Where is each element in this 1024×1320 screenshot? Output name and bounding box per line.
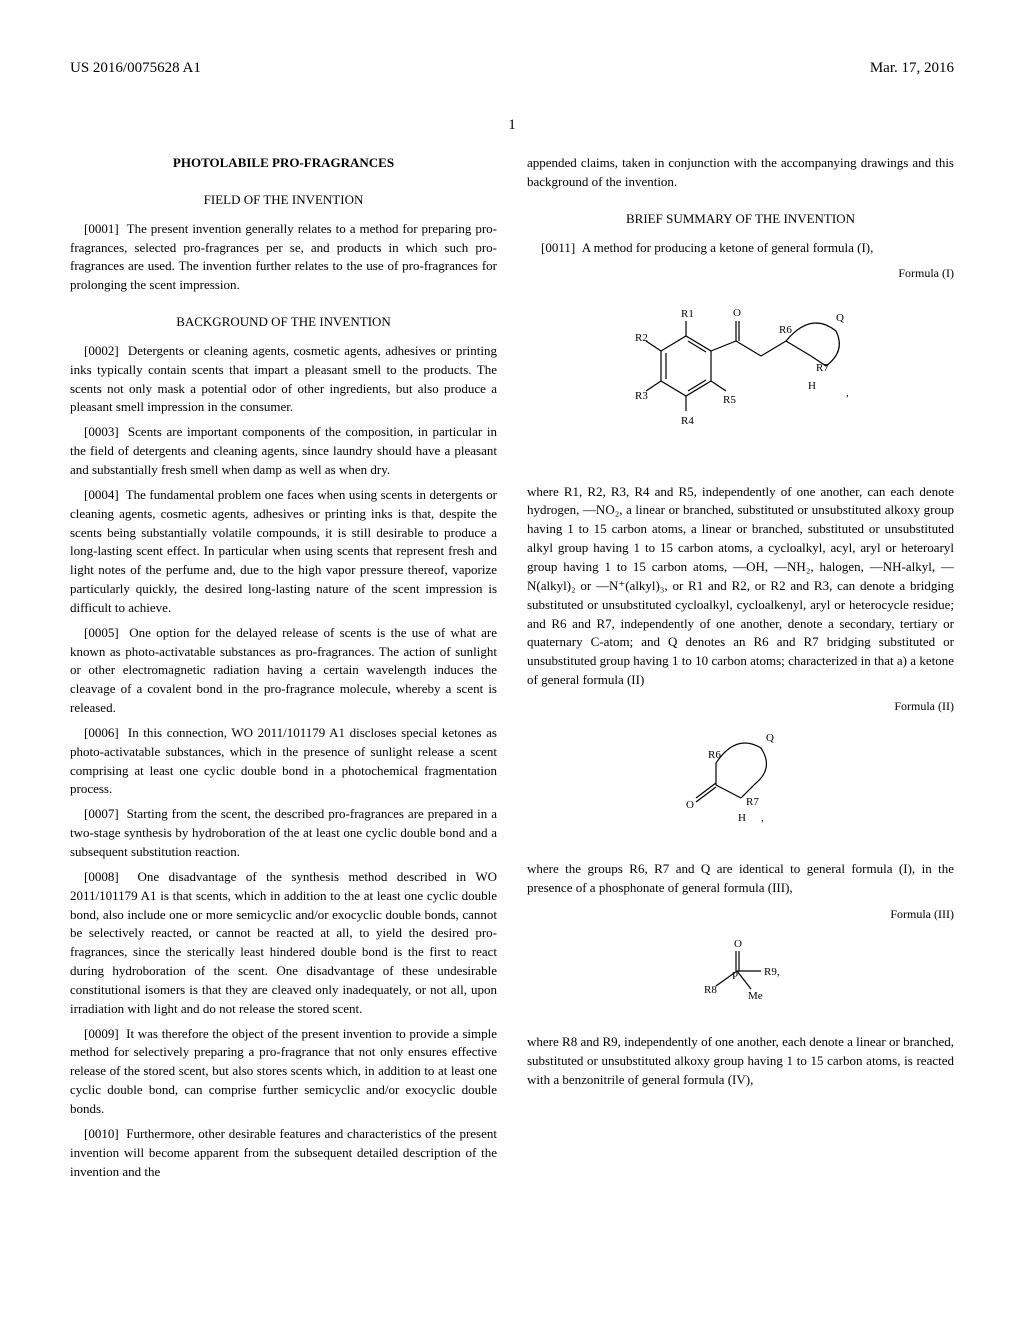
- svg-text:R2: R2: [635, 332, 648, 344]
- document-title: PHOTOLABILE PRO-FRAGRANCES: [70, 154, 497, 173]
- formula-1: R1 R2 R3 R4 R5 O R6 R7 H Q ,: [527, 291, 954, 467]
- right-column: appended claims, taken in conjunction wi…: [527, 154, 954, 1187]
- page-container: US 2016/0075628 A1 Mar. 17, 2016 1 PHOTO…: [0, 0, 1024, 1237]
- page-header: US 2016/0075628 A1 Mar. 17, 2016: [70, 60, 954, 77]
- svg-text:Me: Me: [748, 990, 763, 1002]
- left-column: PHOTOLABILE PRO-FRAGRANCES FIELD OF THE …: [70, 154, 497, 1187]
- formula-2: O R6 R7 H Q ,: [527, 723, 954, 844]
- paragraph-6: [0006] In this connection, WO 2011/10117…: [70, 724, 497, 799]
- svg-text:O: O: [734, 938, 742, 950]
- paragraph-10-continued: appended claims, taken in conjunction wi…: [527, 154, 954, 192]
- svg-text:H: H: [808, 380, 816, 392]
- formula-2-structure: O R6 R7 H Q ,: [666, 723, 816, 838]
- svg-text:R1: R1: [681, 308, 694, 320]
- svg-text:R7: R7: [746, 796, 759, 808]
- svg-text:R5: R5: [723, 394, 736, 406]
- formula-1-label: Formula (I): [527, 265, 954, 282]
- para-text: It was therefore the object of the prese…: [70, 1026, 497, 1116]
- svg-text:O: O: [686, 799, 694, 811]
- formula-3: O P R8 R9, Me: [527, 931, 954, 1017]
- svg-text:Q: Q: [836, 312, 844, 324]
- para-number: [0009]: [84, 1026, 119, 1041]
- paragraph-12: where R1, R2, R3, R4 and R5, independent…: [527, 483, 954, 690]
- background-heading: BACKGROUND OF THE INVENTION: [70, 313, 497, 332]
- two-column-content: PHOTOLABILE PRO-FRAGRANCES FIELD OF THE …: [70, 154, 954, 1187]
- paragraph-3: [0003] Scents are important components o…: [70, 423, 497, 480]
- page-number: 1: [70, 117, 954, 134]
- svg-text:R6: R6: [708, 749, 721, 761]
- para-text: A method for producing a ketone of gener…: [582, 240, 874, 255]
- para-number: [0003]: [84, 424, 119, 439]
- publication-date: Mar. 17, 2016: [870, 60, 954, 77]
- para-number: [0002]: [84, 343, 119, 358]
- svg-text:R7: R7: [816, 362, 829, 374]
- formula-2-label: Formula (II): [527, 698, 954, 715]
- paragraph-8: [0008] One disadvantage of the synthesis…: [70, 868, 497, 1019]
- paragraph-11: [0011] A method for producing a ketone o…: [527, 239, 954, 258]
- paragraph-4: [0004] The fundamental problem one faces…: [70, 486, 497, 618]
- para-text: One option for the delayed release of sc…: [70, 625, 497, 715]
- svg-text:Q: Q: [766, 732, 774, 744]
- para-number: [0010]: [84, 1126, 119, 1141]
- para-text: Starting from the scent, the described p…: [70, 806, 497, 859]
- para-text: The present invention generally relates …: [70, 221, 497, 293]
- para-text: The fundamental problem one faces when u…: [70, 487, 497, 615]
- para-number: [0005]: [84, 625, 119, 640]
- svg-text:R6: R6: [779, 324, 792, 336]
- paragraph-9: [0009] It was therefore the object of th…: [70, 1025, 497, 1119]
- para-text: Detergents or cleaning agents, cosmetic …: [70, 343, 497, 415]
- paragraph-10: [0010] Furthermore, other desirable feat…: [70, 1125, 497, 1182]
- formula-1-structure: R1 R2 R3 R4 R5 O R6 R7 H Q ,: [611, 291, 871, 461]
- paragraph-14: where R8 and R9, independently of one an…: [527, 1033, 954, 1090]
- svg-text:,: ,: [846, 387, 849, 399]
- paragraph-2: [0002] Detergents or cleaning agents, co…: [70, 342, 497, 417]
- summary-heading: BRIEF SUMMARY OF THE INVENTION: [527, 210, 954, 229]
- para-number: [0011]: [541, 240, 575, 255]
- para-number: [0004]: [84, 487, 119, 502]
- para-text: Scents are important components of the c…: [70, 424, 497, 477]
- para-number: [0007]: [84, 806, 119, 821]
- para-number: [0006]: [84, 725, 119, 740]
- svg-text:R4: R4: [681, 415, 694, 427]
- para-text: One disadvantage of the synthesis method…: [70, 869, 497, 1016]
- paragraph-7: [0007] Starting from the scent, the desc…: [70, 805, 497, 862]
- para-text: In this connection, WO 2011/101179 A1 di…: [70, 725, 497, 797]
- paragraph-13: where the groups R6, R7 and Q are identi…: [527, 860, 954, 898]
- para-text: Furthermore, other desirable features an…: [70, 1126, 497, 1179]
- paragraph-5: [0005] One option for the delayed releas…: [70, 624, 497, 718]
- svg-text:R9,: R9,: [764, 966, 780, 978]
- para-number: [0008]: [84, 869, 119, 884]
- svg-text:,: ,: [761, 812, 764, 824]
- para-number: [0001]: [84, 221, 119, 236]
- svg-text:R8: R8: [704, 984, 717, 996]
- svg-text:P: P: [732, 970, 738, 982]
- svg-text:O: O: [733, 307, 741, 319]
- publication-number: US 2016/0075628 A1: [70, 60, 201, 77]
- svg-text:H: H: [738, 812, 746, 824]
- formula-3-label: Formula (III): [527, 906, 954, 923]
- paragraph-1: [0001] The present invention generally r…: [70, 220, 497, 295]
- formula-3-structure: O P R8 R9, Me: [676, 931, 806, 1011]
- svg-text:R3: R3: [635, 390, 648, 402]
- field-heading: FIELD OF THE INVENTION: [70, 191, 497, 210]
